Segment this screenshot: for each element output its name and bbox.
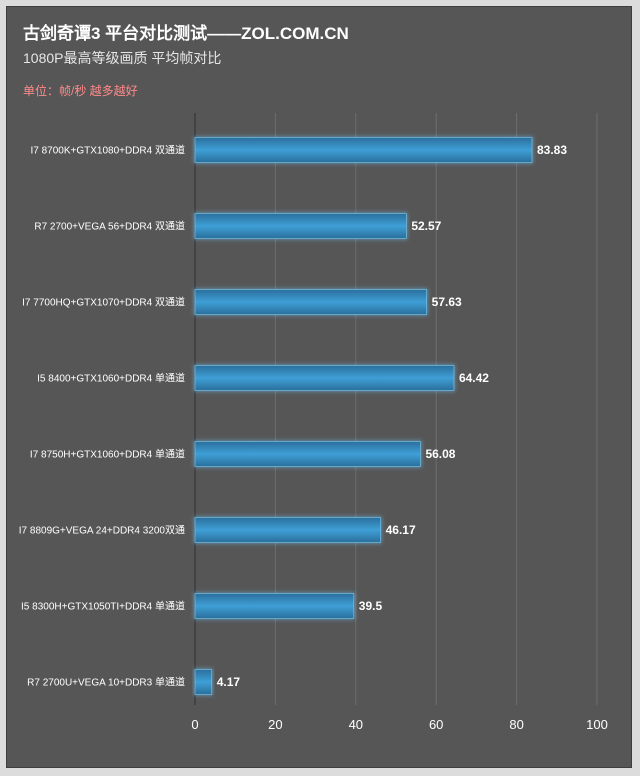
bar	[194, 669, 213, 695]
x-tick-label: 100	[586, 717, 608, 732]
bar	[194, 365, 455, 391]
x-tick-label: 40	[349, 717, 363, 732]
x-tick-label: 20	[268, 717, 282, 732]
x-tick-label: 0	[191, 717, 198, 732]
chart-panel: 古剑奇谭3 平台对比测试——ZOL.COM.CN 1080P最高等级画质 平均帧…	[6, 6, 632, 768]
x-tick-label: 80	[509, 717, 523, 732]
value-label: 52.57	[411, 219, 441, 233]
bar	[194, 137, 533, 163]
bar	[194, 289, 427, 315]
bar-chart: 0 20 40 60 80 100 83.83 I7 8700K+GTX1080+DDR4 双…	[19, 113, 608, 732]
value-label: 57.63	[432, 295, 462, 309]
bar	[194, 441, 421, 467]
unit-note: 单位：帧/秒 越多越好	[23, 84, 138, 98]
category-label: I7 7700HQ+GTX1070+DDR4 双通道	[22, 296, 185, 309]
category-label: I7 8700K+GTX1080+DDR4 双通道	[30, 144, 185, 157]
value-label: 46.17	[386, 523, 416, 537]
bar	[194, 517, 381, 543]
value-label: 4.17	[217, 675, 241, 689]
value-label: 39.5	[359, 599, 383, 613]
category-label: I5 8300H+GTX1050TI+DDR4 单通道	[21, 600, 185, 613]
value-label: 64.42	[459, 371, 489, 385]
category-label: R7 2700+VEGA 56+DDR4 双通道	[34, 220, 185, 233]
category-label: I5 8400+GTX1060+DDR4 单通道	[37, 372, 185, 385]
category-label: I7 8809G+VEGA 24+DDR4 3200双通	[19, 525, 185, 537]
chart-subtitle: 1080P最高等级画质 平均帧对比	[23, 50, 222, 66]
value-label: 83.83	[537, 143, 567, 157]
bar	[194, 213, 407, 239]
value-label: 56.08	[425, 447, 455, 461]
chart-title: 古剑奇谭3 平台对比测试——ZOL.COM.CN	[23, 24, 349, 43]
bar	[194, 593, 355, 619]
x-tick-label: 60	[429, 717, 443, 732]
category-label: I7 8750H+GTX1060+DDR4 单通道	[30, 448, 185, 461]
category-label: R7 2700U+VEGA 10+DDR3 单通道	[27, 676, 185, 689]
